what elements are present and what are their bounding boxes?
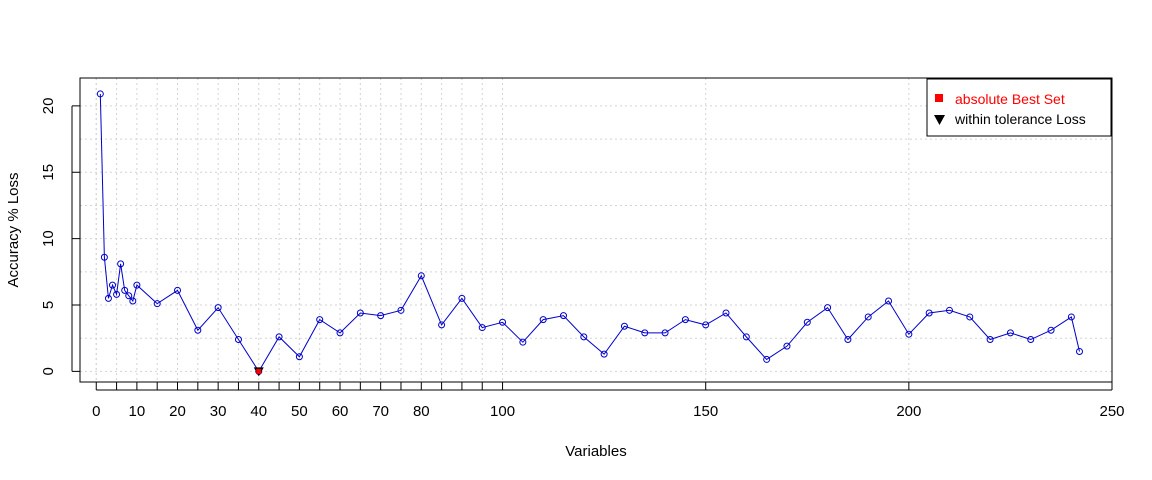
data-point [783,342,791,350]
data-point [234,336,242,344]
data-point [458,294,466,302]
data-point [121,286,129,294]
data-point [316,316,324,324]
data-point [499,318,507,326]
y-tick-label: 15 [40,164,57,181]
legend-label-best-set: absolute Best Set [955,91,1065,107]
x-tick-label: 80 [413,403,430,420]
data-point [1047,326,1055,334]
data-point [117,260,125,268]
data-point [153,300,161,308]
data-point [803,318,811,326]
data-point [661,329,669,337]
data-point [397,306,405,314]
data-point [742,333,750,341]
x-tick-label: 30 [210,403,227,420]
data-point [539,316,547,324]
data-point [113,290,121,298]
legend: absolute Best Set within tolerance Loss [926,78,1112,137]
y-axis-label: Accuracy % Loss [5,172,22,287]
data-point [681,316,689,324]
x-tick-label: 250 [1099,403,1124,420]
plot-frame [79,77,1113,383]
x-tick-label: 50 [291,403,308,420]
x-tick-label: 0 [92,403,100,420]
data-point [438,321,446,329]
x-tick-label: 150 [693,403,718,420]
y-tick-label: 10 [40,230,57,247]
data-point [174,286,182,294]
data-point [478,324,486,332]
data-point [641,329,649,337]
data-point [194,326,202,334]
data-series [96,90,1083,375]
x-tick-label: 200 [896,403,921,420]
data-point [133,281,141,289]
data-point [1006,329,1014,337]
data-point [96,90,104,98]
legend-box [926,78,1112,137]
data-point [580,333,588,341]
series-line [99,93,1080,373]
data-point [559,312,567,320]
x-tick-label: 100 [490,403,515,420]
data-point [1075,347,1083,355]
data-point [109,281,117,289]
data-point [295,353,303,361]
x-tick-label: 70 [372,403,389,420]
data-point [1027,336,1035,344]
axes: 0 50 100 150 200 250 10 20 30 40 60 70 80 0 5 10 15 20 [40,98,1125,420]
y-tick-label: 5 [40,301,57,309]
data-point [966,313,974,321]
data-point [925,309,933,317]
data-point [100,253,108,261]
legend-label-tolerance-loss: within tolerance Loss [954,111,1086,127]
data-point [129,297,137,305]
x-tick-label: 20 [169,403,186,420]
data-point [336,329,344,337]
x-tick-label: 60 [332,403,349,420]
data-point [945,306,953,314]
x-axis-label: Variables [565,443,626,460]
data-point [864,313,872,321]
data-point [104,294,112,302]
data-point [125,292,133,300]
y-tick-label: 20 [40,98,57,115]
data-point [417,272,425,280]
y-tick-label: 0 [40,367,57,375]
grid-lines [80,78,1113,382]
data-point [844,336,852,344]
x-tick-label: 40 [250,403,267,420]
data-point [519,338,527,346]
data-point [356,309,364,317]
data-point [763,355,771,363]
data-point [600,350,608,358]
best-set-marker [256,368,262,374]
x-tick-label: 10 [129,403,146,420]
data-point [620,322,628,330]
data-point [722,309,730,317]
data-point [702,321,710,329]
data-point [1067,313,1075,321]
data-point [824,304,832,312]
data-point [885,297,893,305]
data-point [214,304,222,312]
legend-square-icon [935,94,943,102]
data-point [377,312,385,320]
highlight-markers [253,367,264,377]
data-point [275,333,283,341]
data-point [986,336,994,344]
data-point [905,330,913,338]
legend-triangle-icon [934,115,945,125]
